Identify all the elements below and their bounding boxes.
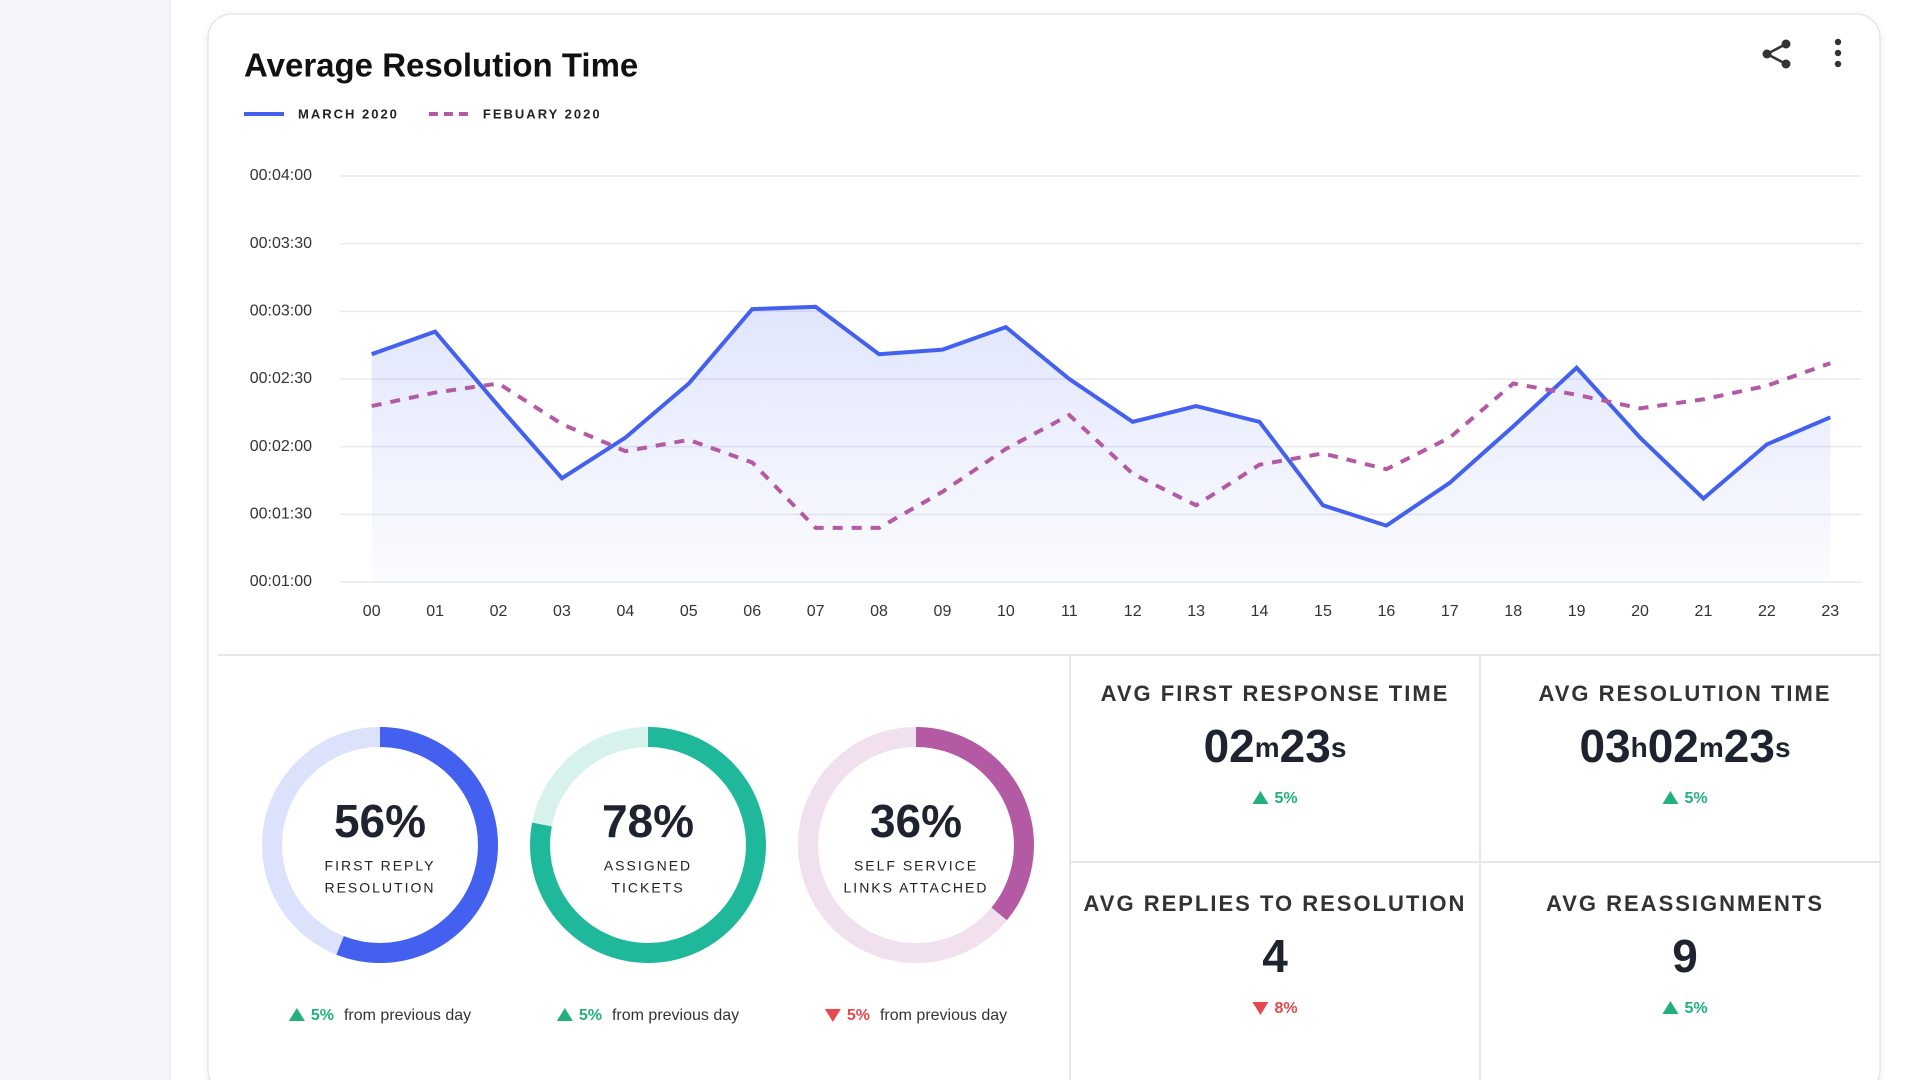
change-value: 5% bbox=[1274, 790, 1297, 807]
change-arrow bbox=[824, 1009, 841, 1022]
x-tick-label: 01 bbox=[426, 603, 444, 620]
gauge-label: ASSIGNED bbox=[604, 858, 692, 874]
change-note: from previous day bbox=[344, 1007, 471, 1024]
gauge-arc bbox=[262, 727, 498, 963]
gauge-label: FIRST REPLY bbox=[325, 858, 436, 874]
x-tick-label: 11 bbox=[1061, 603, 1078, 620]
change-arrow bbox=[556, 1008, 573, 1021]
change-value: 5% bbox=[847, 1007, 870, 1024]
y-tick-label: 00:03:30 bbox=[250, 235, 312, 252]
x-tick-label: 12 bbox=[1124, 603, 1142, 620]
change-note: from previous day bbox=[880, 1007, 1007, 1024]
y-tick-label: 00:04:00 bbox=[250, 167, 312, 184]
x-tick-label: 05 bbox=[680, 603, 698, 620]
chart-title: Average Resolution Time bbox=[244, 47, 638, 84]
change-value: 5% bbox=[579, 1007, 602, 1024]
change-note: from previous day bbox=[612, 1007, 739, 1024]
change-indicator: 5% from previous day bbox=[288, 1007, 471, 1024]
gauge-label: TICKETS bbox=[611, 880, 684, 896]
change-value: 5% bbox=[1684, 790, 1707, 807]
x-tick-label: 02 bbox=[490, 603, 508, 620]
stat-value: 03h02m23s bbox=[1579, 720, 1790, 772]
share-button[interactable] bbox=[1762, 39, 1791, 69]
legend-label: FEBUARY 2020 bbox=[483, 106, 602, 121]
x-tick-label: 15 bbox=[1314, 603, 1332, 620]
change-indicator: 5% bbox=[1662, 790, 1708, 807]
stat-value: 9 bbox=[1672, 930, 1698, 982]
change-arrow bbox=[1662, 791, 1679, 804]
gauge-value: 56% bbox=[334, 795, 426, 847]
change-indicator: 5% from previous day bbox=[824, 1007, 1007, 1024]
gauge-label: RESOLUTION bbox=[324, 880, 435, 896]
x-tick-label: 17 bbox=[1441, 603, 1459, 620]
series-line bbox=[371, 304, 1832, 528]
stat-title: AVG REPLIES TO RESOLUTION bbox=[1084, 891, 1467, 916]
x-tick-label: 19 bbox=[1568, 603, 1586, 620]
y-tick-label: 00:01:30 bbox=[250, 506, 312, 523]
x-tick-label: 07 bbox=[807, 603, 825, 620]
change-arrow bbox=[1252, 791, 1269, 804]
y-tick-label: 00:03:00 bbox=[250, 303, 312, 320]
x-tick-label: 06 bbox=[743, 603, 761, 620]
x-tick-label: 16 bbox=[1377, 603, 1395, 620]
y-tick-label: 00:01:00 bbox=[250, 573, 312, 590]
gauge-label: LINKS ATTACHED bbox=[844, 880, 989, 896]
change-arrow bbox=[288, 1008, 305, 1021]
change-value: 5% bbox=[311, 1007, 334, 1024]
gauge-arc bbox=[798, 727, 1034, 963]
change-indicator: 5% from previous day bbox=[556, 1007, 739, 1024]
x-tick-label: 03 bbox=[553, 603, 571, 620]
x-tick-label: 08 bbox=[870, 603, 888, 620]
change-value: 8% bbox=[1274, 1000, 1297, 1017]
x-tick-label: 10 bbox=[997, 603, 1015, 620]
y-tick-label: 00:02:30 bbox=[250, 370, 312, 387]
x-tick-label: 21 bbox=[1695, 603, 1713, 620]
change-arrow bbox=[1662, 1001, 1679, 1014]
gauge-arc bbox=[530, 727, 766, 963]
change-indicator: 5% bbox=[1252, 790, 1298, 807]
x-tick-label: 13 bbox=[1187, 603, 1205, 620]
x-tick-label: 14 bbox=[1251, 603, 1269, 620]
x-tick-label: 09 bbox=[934, 603, 952, 620]
stat-value: 02m23s bbox=[1204, 720, 1347, 772]
sidebar bbox=[0, 0, 170, 1080]
legend-label: MARCH 2020 bbox=[298, 106, 399, 121]
change-indicator: 8% bbox=[1252, 1000, 1298, 1017]
gauge-value: 36% bbox=[870, 795, 962, 847]
change-indicator: 5% bbox=[1662, 1000, 1708, 1017]
x-tick-label: 23 bbox=[1821, 603, 1839, 620]
series-line bbox=[371, 361, 1831, 530]
change-arrow bbox=[1252, 1002, 1269, 1015]
y-tick-label: 00:02:00 bbox=[250, 438, 312, 455]
more-button[interactable] bbox=[1834, 38, 1842, 68]
x-tick-label: 04 bbox=[616, 603, 634, 620]
stat-title: AVG RESOLUTION TIME bbox=[1538, 681, 1831, 706]
gauge-label: SELF SERVICE bbox=[854, 858, 978, 874]
x-tick-label: 18 bbox=[1504, 603, 1522, 620]
x-tick-label: 00 bbox=[363, 603, 381, 620]
change-value: 5% bbox=[1684, 1000, 1707, 1017]
stat-title: AVG FIRST RESPONSE TIME bbox=[1101, 681, 1450, 706]
stat-value: 4 bbox=[1262, 930, 1288, 982]
gauge-value: 78% bbox=[602, 795, 694, 847]
stat-title: AVG REASSIGNMENTS bbox=[1546, 891, 1824, 916]
x-tick-label: 22 bbox=[1758, 603, 1776, 620]
x-tick-label: 20 bbox=[1631, 603, 1649, 620]
